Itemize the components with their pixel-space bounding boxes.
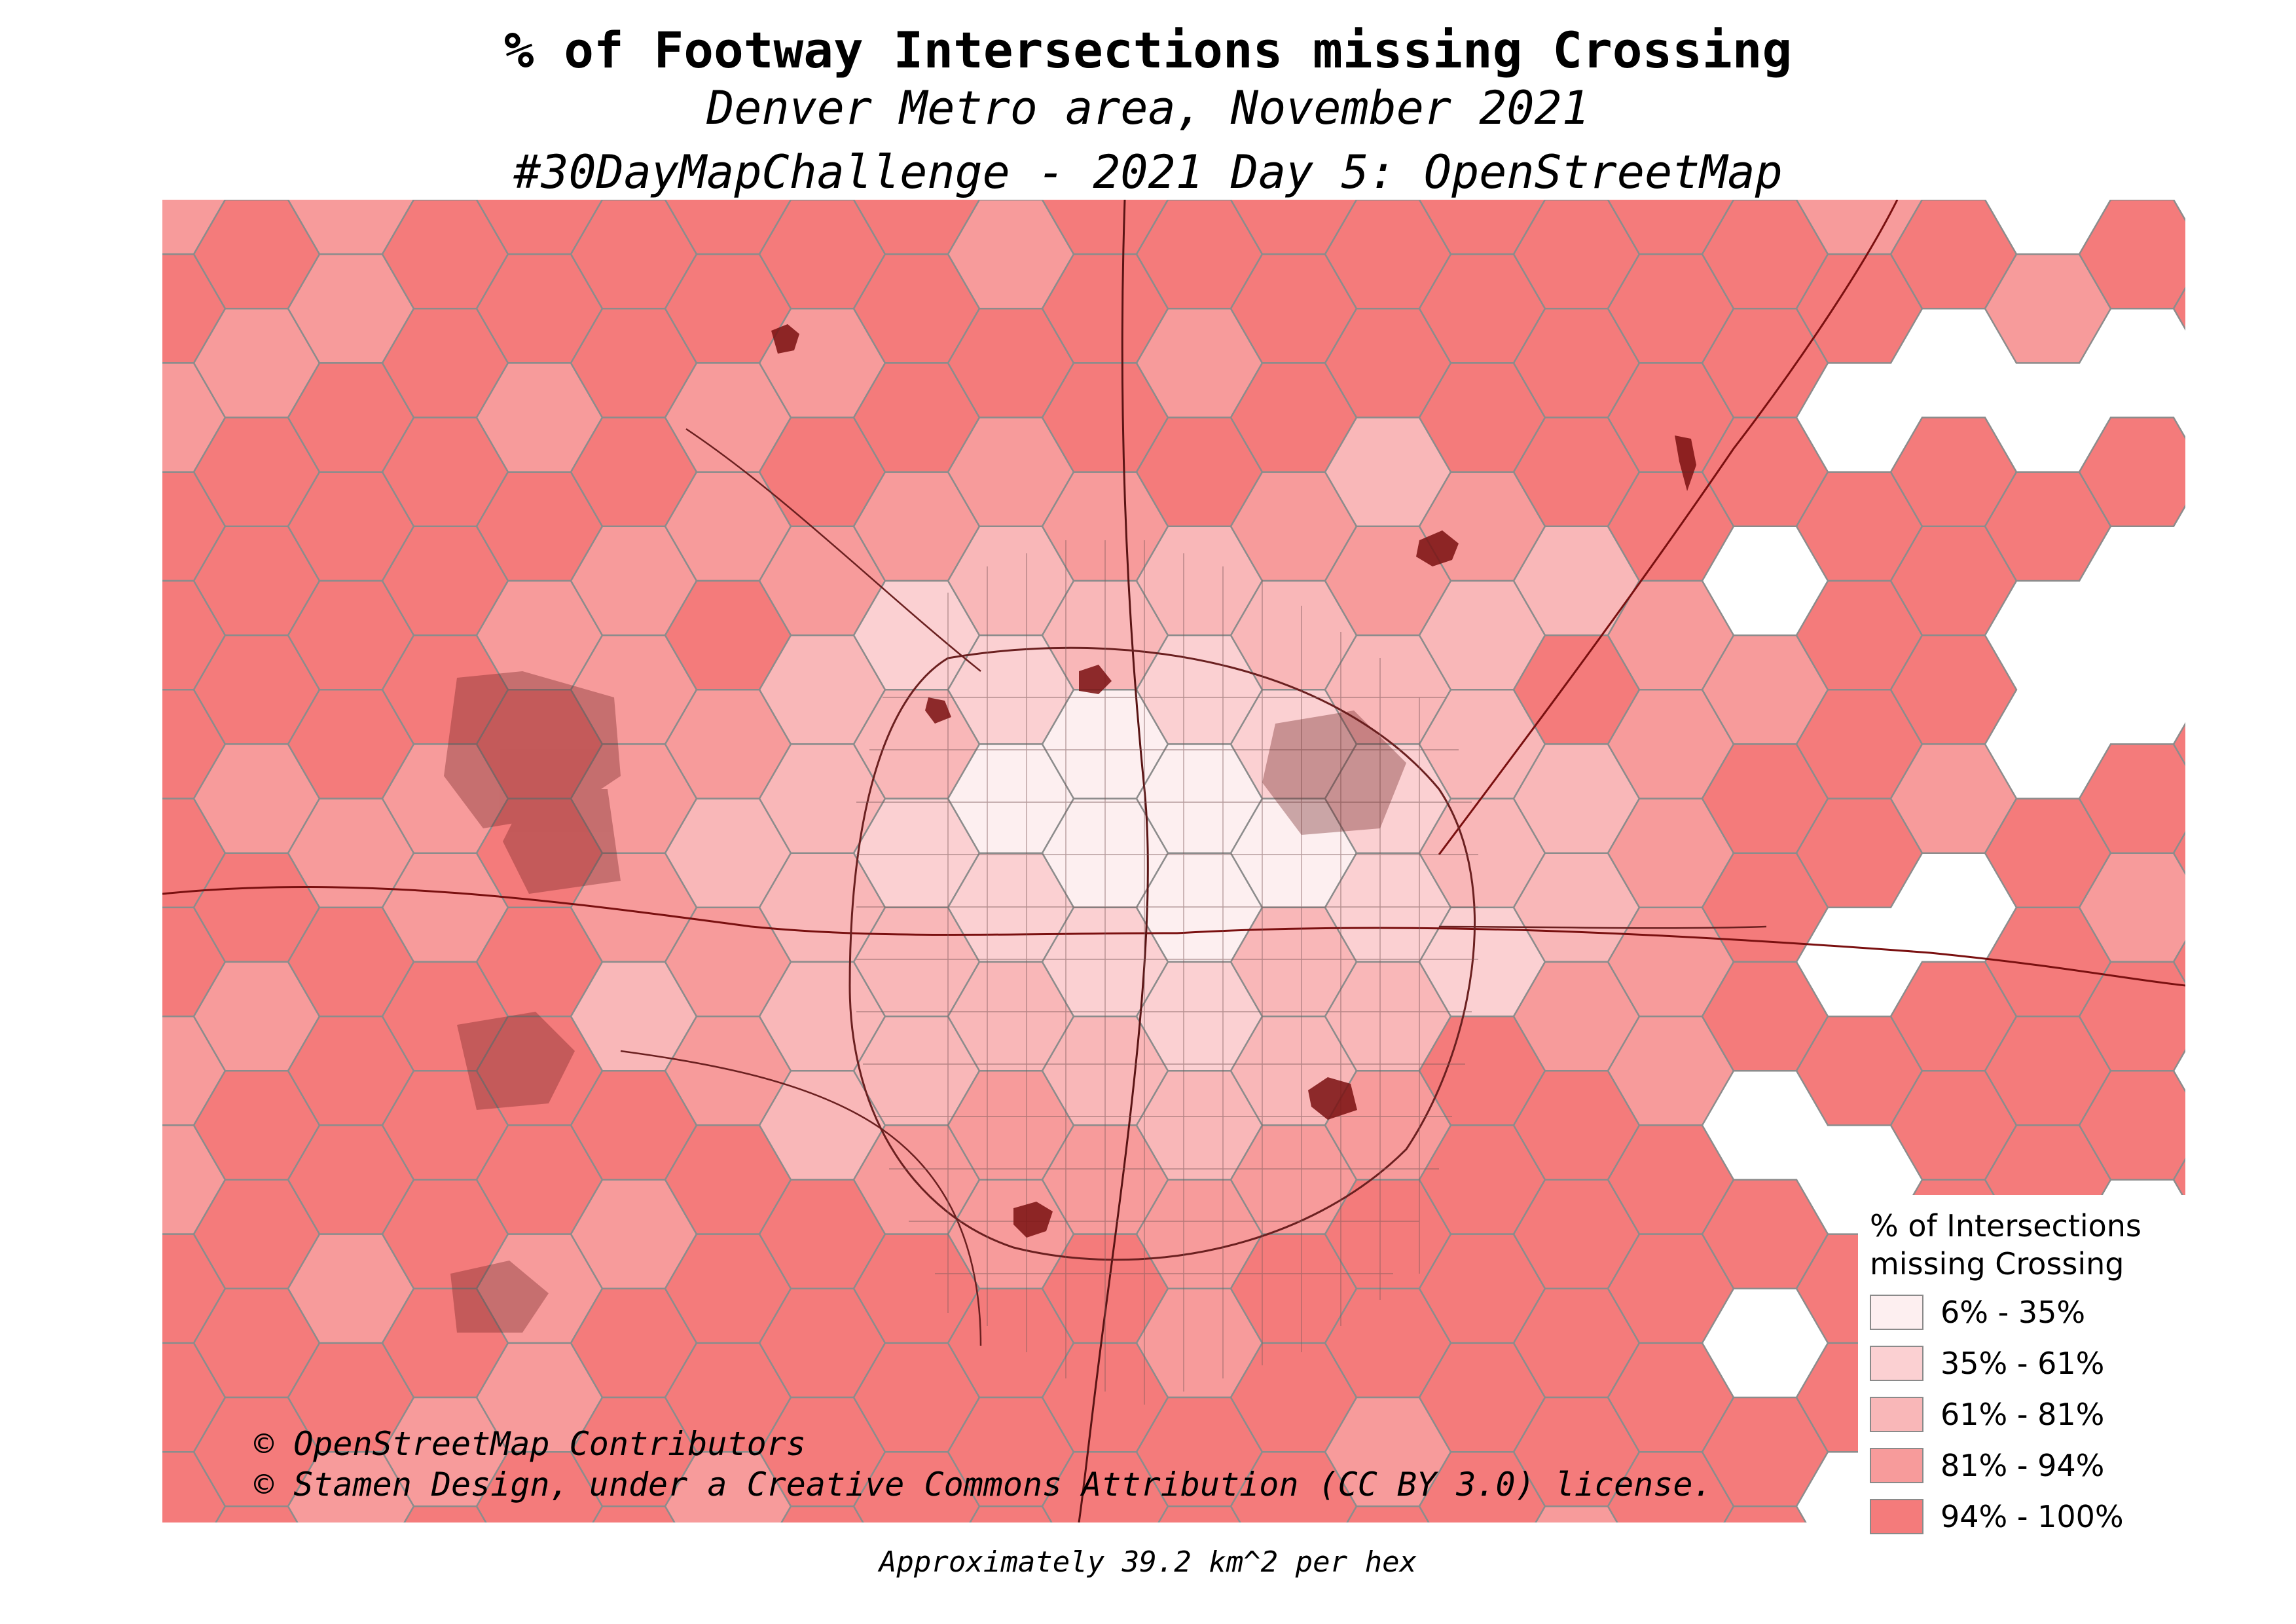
legend-swatch xyxy=(1870,1346,1923,1381)
hex-cell xyxy=(2172,1124,2185,1235)
legend-label: 6% - 35% xyxy=(1941,1295,2086,1330)
highway-i70 xyxy=(162,886,2185,987)
legend-label: 94% - 100% xyxy=(1941,1499,2124,1534)
highway-e470 xyxy=(1438,200,1899,855)
legend-label: 35% - 61% xyxy=(1941,1346,2105,1381)
hex-cell xyxy=(2078,416,2185,528)
parks xyxy=(444,671,1406,1333)
road-southwest xyxy=(620,1050,982,1346)
basemap-overlay xyxy=(162,200,2185,1522)
hex-cell xyxy=(1701,1505,1829,1522)
water-bodies xyxy=(771,324,1696,1238)
legend-title-line1: % of Intersections xyxy=(1870,1208,2141,1244)
hex-cell xyxy=(2172,688,2185,800)
legend-title: % of Intersections missing Crossing xyxy=(1870,1207,2184,1283)
legend-item: 35% - 61% xyxy=(1870,1344,2184,1385)
hex-map xyxy=(162,200,2185,1522)
legend-item: 94% - 100% xyxy=(1870,1498,2184,1538)
hex-cell xyxy=(2172,253,2185,364)
legend-label: 61% - 81% xyxy=(1941,1397,2105,1432)
legend-swatch xyxy=(1870,1397,1923,1432)
legend-item: 61% - 81% xyxy=(1870,1395,2184,1436)
highway-i25 xyxy=(1078,200,1149,1522)
legend-swatch xyxy=(1870,1295,1923,1330)
urban-grid xyxy=(856,540,1478,1405)
attribution-osm: © OpenStreetMap Contributors xyxy=(254,1425,806,1463)
ring-road xyxy=(848,646,1476,1261)
attribution-stamen: © Stamen Design, under a Creative Common… xyxy=(254,1466,1713,1504)
legend-item: 6% - 35% xyxy=(1870,1293,2184,1334)
legend: % of Intersections missing Crossing 6% -… xyxy=(1858,1195,2185,1543)
road-northwest xyxy=(685,428,981,672)
map-subtitle: Denver Metro area, November 2021 xyxy=(706,81,1590,135)
hex-cell xyxy=(2172,798,2185,909)
road-east xyxy=(1438,925,1767,929)
hex-cell xyxy=(2172,906,2185,1018)
legend-label: 81% - 94% xyxy=(1941,1448,2105,1483)
challenge-label: #30DayMapChallenge - 2021 Day 5: OpenStr… xyxy=(513,145,1783,199)
legend-swatch xyxy=(1870,1499,1923,1534)
legend-title-line2: missing Crossing xyxy=(1870,1246,2124,1282)
legend-swatch xyxy=(1870,1448,1923,1483)
legend-item: 81% - 94% xyxy=(1870,1447,2184,1487)
hex-size-note: Approximately 39.2 km^2 per hex xyxy=(879,1545,1417,1579)
map-title: % of Footway Intersections missing Cross… xyxy=(503,21,1793,79)
